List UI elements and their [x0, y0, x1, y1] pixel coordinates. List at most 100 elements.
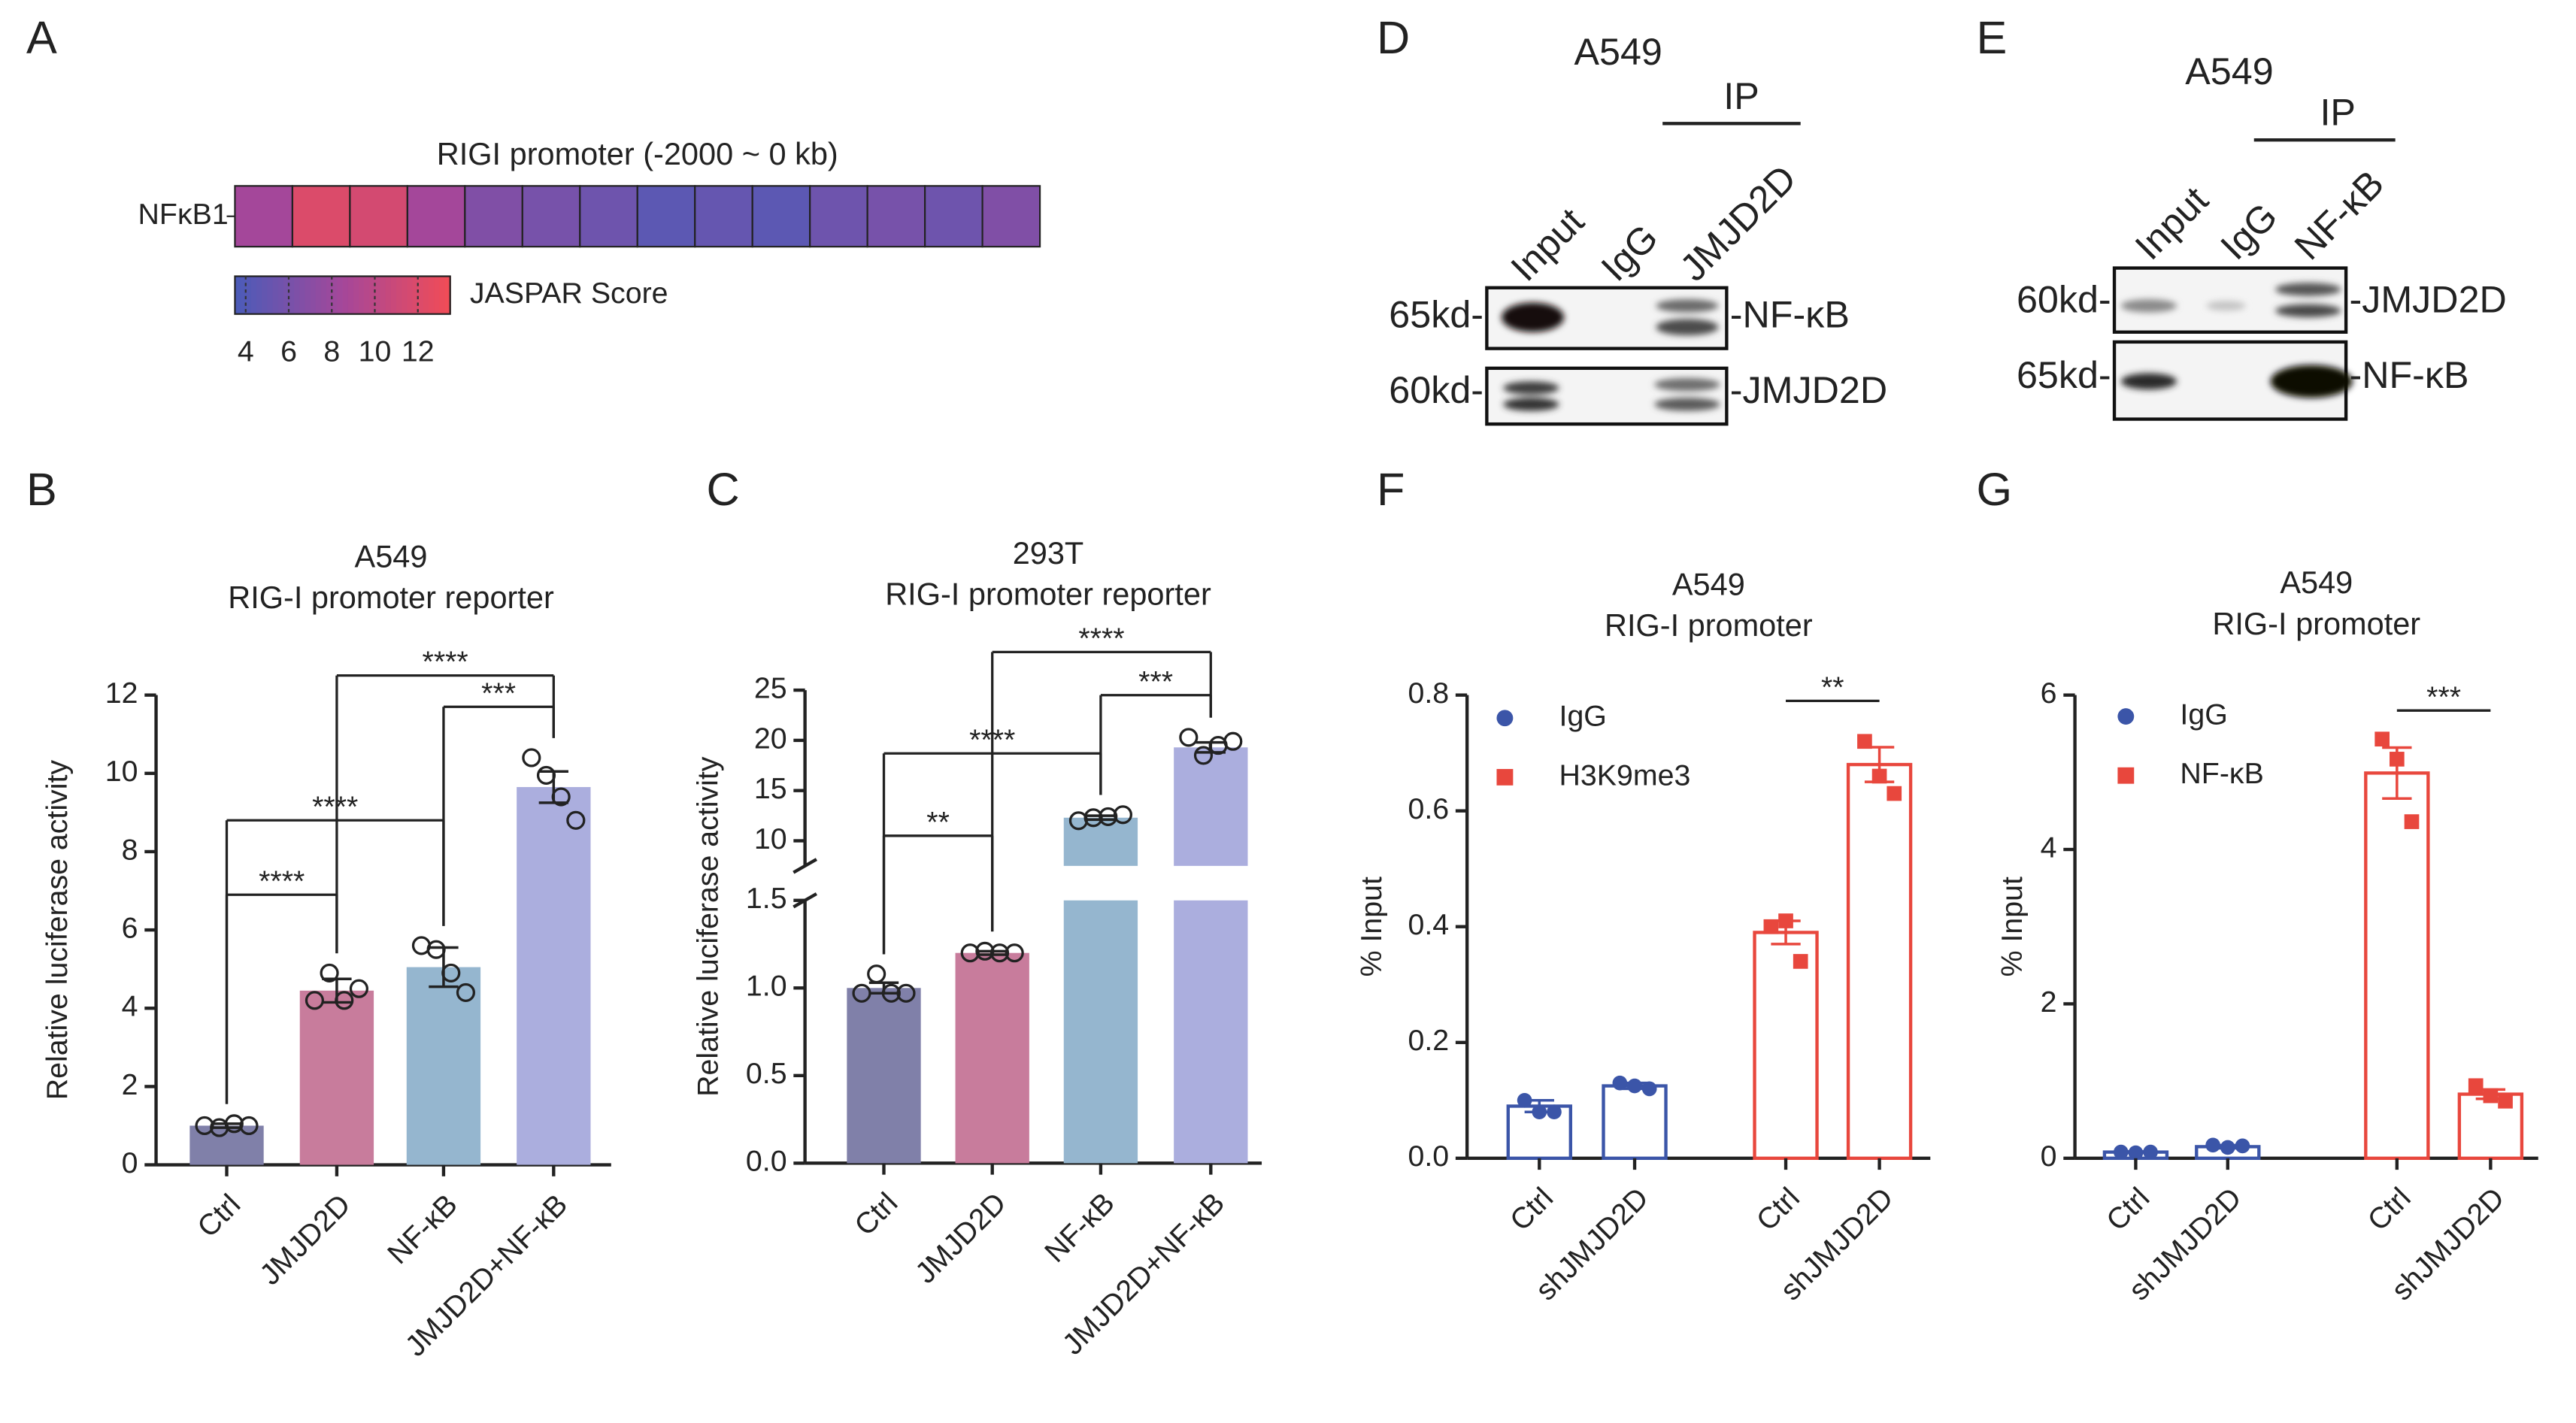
- colorbar-swatch: [294, 276, 301, 314]
- colorbar-label: JASPAR Score: [470, 277, 668, 310]
- y-tick-label: 1.0: [746, 970, 787, 1003]
- data-point: [1223, 731, 1243, 751]
- chart-subtitle: RIG-I promoter reporter: [885, 577, 1211, 612]
- y-tick-label: 0.5: [746, 1057, 787, 1090]
- data-point: [456, 982, 475, 1002]
- heat-cell: [866, 185, 926, 248]
- y-tick-label: 0.8: [1408, 677, 1449, 710]
- significance-label: ***: [1138, 665, 1173, 698]
- chart-subtitle: RIG-I promoter reporter: [228, 580, 554, 615]
- colorbar-swatch: [272, 276, 279, 314]
- data-point: [2404, 814, 2420, 829]
- band: [1656, 299, 1719, 313]
- y-tick-label: 0.4: [1408, 908, 1449, 941]
- y-tick-label: 2: [2041, 986, 2057, 1019]
- data-point: [195, 1116, 214, 1136]
- band: [1654, 398, 1720, 411]
- colorbar-tick-label: 4: [238, 335, 254, 368]
- significance-label: ****: [312, 790, 358, 823]
- significance-label: **: [926, 806, 950, 839]
- colorbar-swatch: [412, 276, 419, 314]
- data-point: [1547, 1104, 1562, 1120]
- band: [2270, 365, 2353, 398]
- colorbar-swatch: [235, 276, 241, 314]
- colorbar-swatch: [364, 276, 371, 314]
- heat-cell: [464, 185, 523, 248]
- heat-cell: [291, 185, 351, 248]
- bar: [1846, 762, 1913, 1160]
- y-tick-label: 1.5: [746, 882, 787, 915]
- bar: [1063, 900, 1138, 1164]
- data-point: [1612, 1075, 1628, 1091]
- data-point: [1517, 1092, 1532, 1108]
- band: [2206, 301, 2246, 311]
- y-tick-label: 10: [105, 755, 138, 788]
- blot-title: A549: [2185, 50, 2273, 92]
- blot-title: A549: [1574, 31, 1662, 73]
- colorbar-swatch: [374, 276, 381, 314]
- data-point: [1005, 943, 1024, 963]
- y-tick-label: 0.0: [746, 1145, 787, 1178]
- colorbar-tick-label: 10: [359, 335, 392, 368]
- legend-label: IgG: [1559, 700, 1607, 733]
- data-point: [536, 765, 556, 785]
- x-tick-label: Ctrl: [1750, 1181, 1806, 1237]
- y-tick-label: 8: [122, 833, 138, 866]
- colorbar-swatch: [444, 276, 451, 314]
- panel-letter: G: [1976, 464, 2012, 515]
- heat-cell: [406, 185, 466, 248]
- panel-letter: B: [26, 464, 57, 515]
- band: [2120, 299, 2177, 313]
- colorbar-swatch: [283, 276, 290, 314]
- bar: [1174, 747, 1248, 866]
- colorbar-swatch: [353, 276, 360, 314]
- bar: [406, 967, 481, 1165]
- ip-label: IP: [1723, 75, 1759, 117]
- colorbar-swatch: [429, 276, 435, 314]
- y-tick-label: 0.6: [1408, 792, 1449, 825]
- legend-label: H3K9me3: [1559, 758, 1691, 792]
- data-point: [1113, 805, 1132, 825]
- chart-title: 293T: [1013, 535, 1084, 571]
- data-point: [441, 963, 461, 982]
- legend-marker: [2117, 708, 2135, 725]
- chart-title: A549: [355, 538, 428, 574]
- lane-label: Input: [1503, 200, 1593, 289]
- panel-letter: E: [1976, 12, 2007, 63]
- data-point: [335, 991, 354, 1010]
- data-point: [1778, 913, 1793, 928]
- y-tick-label: 10: [754, 822, 787, 855]
- chart-subtitle: RIG-I promoter: [1605, 607, 1813, 643]
- blot-frame: [1485, 286, 1729, 350]
- bar: [1602, 1084, 1668, 1160]
- panel-letter: F: [1377, 464, 1405, 515]
- data-point: [349, 979, 368, 998]
- band: [2275, 304, 2341, 318]
- mw-marker: 60kd-: [1389, 369, 1483, 411]
- y-tick-label: 20: [754, 722, 787, 755]
- blot-e: A549 IP Input IgG NF-κB 60kd- 65kd- -JMJ…: [2017, 50, 2507, 421]
- panel-letter: A: [26, 12, 57, 63]
- colorbar-swatch: [390, 276, 398, 314]
- panel-letter: C: [707, 464, 740, 515]
- legend-marker: [2117, 767, 2135, 784]
- blot-d: A549 IP Input IgG JMJD2D 65kd- 60kd- -NF…: [1389, 31, 1887, 426]
- band: [2120, 373, 2177, 390]
- data-point: [2220, 1140, 2235, 1155]
- data-point: [1871, 768, 1887, 784]
- y-tick-label: 0: [122, 1146, 138, 1179]
- legend-marker: [1496, 768, 1514, 786]
- lane-label: IgG: [1593, 216, 1666, 289]
- mw-marker: 60kd-: [2017, 279, 2111, 321]
- colorbar-swatch: [250, 276, 258, 314]
- colorbar-swatch: [385, 276, 392, 314]
- colorbar-tick-label: 12: [402, 335, 435, 368]
- band: [1502, 302, 1565, 332]
- colorbar-swatch: [439, 276, 446, 314]
- colorbar-swatch: [402, 276, 408, 314]
- y-tick-label: 0.2: [1408, 1024, 1449, 1057]
- data-point: [2483, 1088, 2499, 1104]
- data-point: [239, 1116, 259, 1136]
- data-point: [2374, 731, 2390, 747]
- band: [2275, 283, 2341, 296]
